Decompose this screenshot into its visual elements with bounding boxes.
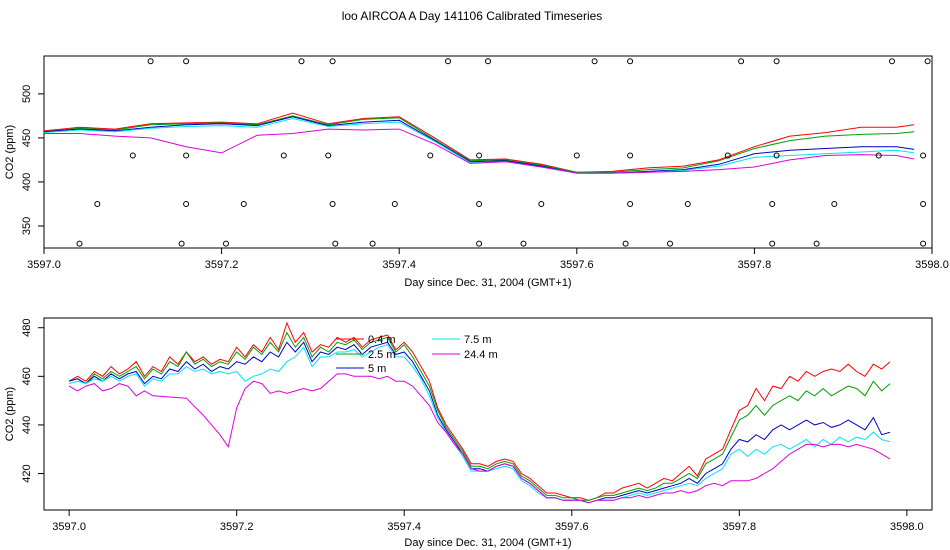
x-tick-label: 3597.6 bbox=[555, 521, 589, 533]
legend-label: 2.5 m bbox=[368, 349, 396, 361]
x-tick-label: 3597.4 bbox=[387, 521, 421, 533]
x-tick-label: 3598.0 bbox=[915, 259, 949, 271]
legend-label: 0.4 m bbox=[368, 334, 396, 346]
flag-marker bbox=[920, 201, 927, 207]
flag-marker bbox=[329, 58, 336, 65]
x-tick-label: 3597.0 bbox=[52, 521, 86, 533]
flag-marker bbox=[476, 152, 483, 159]
series-line-5-m bbox=[43, 116, 915, 174]
x-tick-label: 3597.6 bbox=[560, 259, 594, 271]
panel-top-ylabel: CO2 (ppm) bbox=[4, 125, 16, 179]
legend-label: 5 m bbox=[368, 363, 386, 375]
flag-marker bbox=[476, 240, 483, 247]
x-tick-label: 3597.2 bbox=[220, 521, 254, 533]
flag-marker bbox=[298, 58, 305, 65]
flag-marker bbox=[769, 240, 776, 247]
series-line-5-m bbox=[68, 341, 891, 504]
flag-marker bbox=[889, 58, 895, 65]
flag-marker bbox=[724, 152, 731, 159]
flag-marker bbox=[573, 152, 580, 159]
series-line-0-4-m bbox=[43, 112, 915, 173]
panel-top-xlabel: Day since Dec. 31, 2004 (GMT+1) bbox=[404, 277, 571, 289]
y-tick-label: 440 bbox=[21, 416, 33, 434]
chart-title: loo AIRCOA A Day 141106 Calibrated Times… bbox=[342, 9, 603, 23]
x-tick-label: 3597.2 bbox=[205, 259, 239, 271]
flag-marker bbox=[831, 201, 838, 207]
panel-bottom-xlabel: Day since Dec. 31, 2004 (GMT+1) bbox=[404, 537, 571, 549]
flag-marker bbox=[445, 58, 451, 65]
flag-marker bbox=[332, 240, 339, 247]
legend: 0.4 m 2.5 m 5 m 7.5 m 24.4 m bbox=[336, 334, 498, 375]
legend-label: 7.5 m bbox=[464, 334, 492, 346]
flag-marker bbox=[147, 58, 154, 65]
flag-marker bbox=[684, 201, 691, 207]
series-line-2-5-m bbox=[43, 115, 915, 173]
y-tick-label: 460 bbox=[21, 367, 33, 385]
x-tick-label: 3598.0 bbox=[890, 521, 924, 533]
series-line-24-4-m bbox=[68, 373, 891, 504]
flag-marker bbox=[627, 201, 634, 207]
y-tick-label: 480 bbox=[21, 319, 33, 337]
legend-label: 24.4 m bbox=[464, 349, 498, 361]
flag-marker bbox=[920, 240, 927, 247]
panel-bottom-ylabel: CO2 (ppm) bbox=[4, 387, 16, 441]
y-tick-label: 450 bbox=[21, 129, 33, 147]
flag-marker bbox=[520, 240, 527, 247]
y-tick-label: 400 bbox=[21, 173, 33, 191]
flag-marker bbox=[627, 58, 634, 65]
flag-marker bbox=[129, 152, 136, 159]
flag-marker bbox=[769, 201, 776, 207]
panel-top: Day since Dec. 31, 2004 (GMT+1) CO2 (ppm… bbox=[4, 55, 949, 289]
flag-marker bbox=[667, 240, 673, 247]
flag-marker bbox=[773, 152, 780, 159]
flag-marker bbox=[476, 201, 483, 207]
flag-marker bbox=[924, 58, 931, 65]
x-tick-label: 3597.0 bbox=[27, 259, 61, 271]
flag-marker bbox=[627, 152, 634, 159]
x-tick-label: 3597.8 bbox=[738, 259, 772, 271]
flag-marker bbox=[591, 58, 598, 65]
flag-marker bbox=[773, 58, 780, 65]
flag-marker bbox=[813, 240, 820, 247]
x-tick-label: 3597.8 bbox=[722, 521, 756, 533]
flag-marker bbox=[485, 58, 491, 65]
panel-bottom: Day since Dec. 31, 2004 (GMT+1) CO2 (ppm… bbox=[4, 317, 933, 549]
x-tick-label: 3597.4 bbox=[382, 259, 416, 271]
series-line-24-4-m bbox=[44, 128, 915, 174]
flag-marker bbox=[325, 152, 332, 159]
panel-top-frame bbox=[43, 55, 933, 249]
flag-marker bbox=[622, 240, 629, 247]
y-tick-label: 500 bbox=[21, 85, 33, 103]
flag-marker bbox=[183, 201, 190, 207]
flag-marker bbox=[875, 152, 882, 159]
series-line-0-4-m bbox=[68, 321, 891, 501]
flag-marker bbox=[223, 240, 229, 247]
flag-marker bbox=[329, 201, 336, 207]
flag-marker bbox=[369, 240, 376, 247]
y-tick-label: 420 bbox=[21, 464, 33, 482]
series-line-2-5-m bbox=[68, 331, 891, 501]
flag-marker bbox=[94, 201, 101, 207]
y-tick-label: 350 bbox=[21, 217, 33, 235]
flag-marker bbox=[538, 201, 545, 207]
panel-bottom-frame bbox=[43, 317, 933, 511]
flag-marker bbox=[280, 152, 287, 159]
flag-marker bbox=[920, 152, 927, 159]
flag-marker bbox=[183, 152, 190, 159]
flag-marker bbox=[76, 240, 83, 247]
flag-marker bbox=[183, 58, 190, 65]
flag-marker bbox=[240, 201, 247, 207]
flag-marker bbox=[738, 58, 745, 65]
flag-marker bbox=[427, 152, 434, 159]
flag-marker bbox=[178, 240, 185, 247]
flag-marker bbox=[391, 201, 398, 207]
